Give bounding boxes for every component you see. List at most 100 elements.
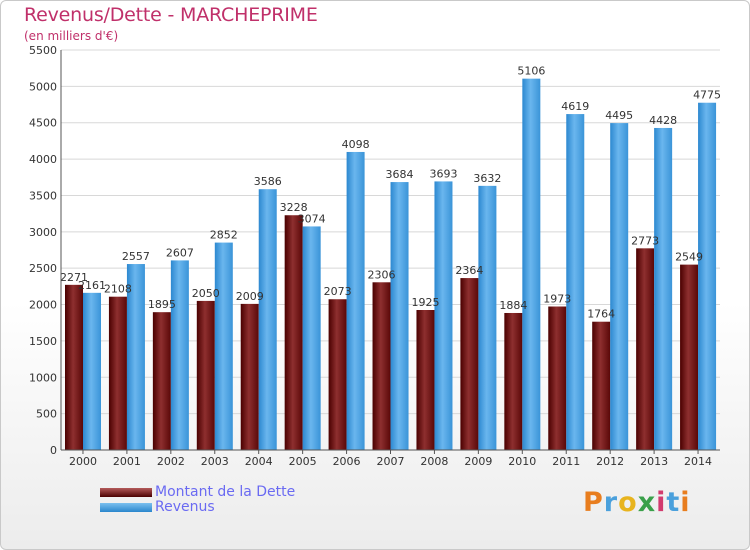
value-label-revenue: 2161 — [78, 279, 106, 292]
value-label-debt: 2050 — [192, 287, 220, 300]
bar-revenue — [302, 226, 321, 450]
bar-revenue — [522, 78, 541, 451]
x-tick-label: 2005 — [289, 455, 317, 468]
x-tick-label: 2003 — [201, 455, 229, 468]
logo-letter: o — [618, 487, 638, 518]
legend-swatch-debt — [100, 488, 152, 497]
bar-revenue — [170, 260, 189, 450]
legend-label-debt: Montant de la Dette — [155, 484, 296, 500]
chart-title: Revenus/Dette - MARCHEPRIME — [24, 4, 318, 26]
y-tick-label: 5500 — [29, 44, 57, 57]
x-tick-label: 2008 — [420, 455, 448, 468]
bar-debt — [152, 312, 171, 450]
logo-letter: t — [666, 487, 681, 518]
logo-letter: i — [680, 487, 691, 518]
value-label-debt: 3228 — [280, 201, 308, 214]
y-tick-label: 1000 — [29, 371, 57, 384]
bar-revenue — [346, 151, 365, 451]
bar-debt — [196, 300, 215, 450]
legend-label-revenue: Revenus — [155, 499, 215, 515]
x-tick-label: 2000 — [69, 455, 97, 468]
value-label-revenue: 5106 — [517, 65, 545, 78]
x-tick-label: 2013 — [640, 455, 668, 468]
bar-debt — [592, 321, 611, 450]
value-label-revenue: 2557 — [122, 250, 150, 263]
value-label-debt: 1895 — [148, 298, 176, 311]
value-label-revenue: 4775 — [693, 89, 721, 102]
bar-revenue — [390, 182, 409, 450]
bar-debt — [240, 303, 259, 450]
y-tick-label: 4000 — [29, 153, 57, 166]
y-tick-label: 4500 — [29, 117, 57, 130]
value-label-revenue: 3074 — [298, 212, 326, 225]
logo-letter: r — [603, 487, 619, 518]
bar-revenue — [698, 102, 717, 451]
value-label-revenue: 4495 — [605, 109, 633, 122]
value-label-revenue: 2852 — [210, 229, 238, 242]
value-label-revenue: 4098 — [342, 138, 370, 151]
bar-debt — [504, 312, 523, 450]
bar-revenue — [478, 185, 497, 450]
bar-revenue — [258, 189, 277, 450]
bar-debt — [108, 296, 127, 450]
bar-debt — [548, 306, 567, 450]
bar-debt — [460, 278, 479, 450]
value-label-revenue: 3693 — [429, 167, 457, 180]
x-tick-label: 2004 — [245, 455, 273, 468]
value-label-debt: 1973 — [543, 293, 571, 306]
y-tick-label: 2500 — [29, 262, 57, 275]
y-axis-labels: 0 500 1000 1500 2000 2500 3000 3500 4000 4500 5000… — [29, 44, 57, 457]
bar-revenue — [566, 114, 585, 450]
value-label-debt: 1884 — [499, 299, 527, 312]
bar-debt — [328, 299, 347, 450]
x-tick-label: 2014 — [684, 455, 712, 468]
bar-revenue — [83, 292, 101, 450]
y-tick-label: 0 — [50, 444, 57, 457]
y-tick-label: 500 — [36, 408, 57, 421]
x-tick-label: 2010 — [508, 455, 536, 468]
value-label-revenue: 4428 — [649, 114, 677, 127]
bar-revenue — [214, 242, 233, 450]
value-label-debt: 2009 — [236, 290, 264, 303]
bar-debt — [416, 310, 435, 450]
axes — [60, 50, 720, 451]
value-label-debt: 2773 — [631, 234, 659, 247]
bar-debt — [636, 248, 655, 450]
bar-revenue — [610, 123, 629, 450]
legend-swatch-revenue — [100, 503, 152, 512]
y-tick-label: 3000 — [29, 226, 57, 239]
value-label-debt: 1925 — [411, 296, 439, 309]
bar-debt — [372, 282, 391, 450]
value-label-revenue: 3632 — [473, 172, 501, 185]
y-tick-label: 2000 — [29, 299, 57, 312]
x-tick-label: 2007 — [377, 455, 405, 468]
y-tick-label: 5000 — [29, 80, 57, 93]
value-label-revenue: 2607 — [166, 246, 194, 259]
value-label-revenue: 3684 — [386, 168, 414, 181]
value-label-revenue: 3586 — [254, 175, 282, 188]
x-tick-label: 2009 — [464, 455, 492, 468]
x-tick-label: 2002 — [157, 455, 185, 468]
logo-letter: i — [656, 487, 667, 518]
value-label-debt: 2073 — [324, 285, 352, 298]
logo-letter: x — [637, 487, 657, 518]
proxiti-logo: Proxiti — [583, 487, 691, 518]
value-label-debt: 2271 — [60, 271, 88, 284]
x-tick-label: 2012 — [596, 455, 624, 468]
value-label-debt: 2364 — [455, 264, 483, 277]
bar-debt — [65, 284, 83, 450]
x-tick-label: 2001 — [113, 455, 141, 468]
x-axis-labels: 2000 2001 2002 2003 2004 2005 2006 2007 2008 2009… — [69, 450, 712, 468]
value-label-revenue: 4619 — [561, 100, 589, 113]
y-tick-label: 1500 — [29, 335, 57, 348]
value-label-debt: 2108 — [104, 283, 132, 296]
bar-revenue — [434, 181, 453, 450]
bar-debt — [284, 215, 303, 450]
bar-revenue — [654, 127, 673, 451]
bars — [65, 78, 717, 451]
chart-subtitle: (en milliers d'€) — [24, 29, 119, 43]
x-tick-label: 2011 — [552, 455, 580, 468]
x-tick-label: 2006 — [333, 455, 361, 468]
